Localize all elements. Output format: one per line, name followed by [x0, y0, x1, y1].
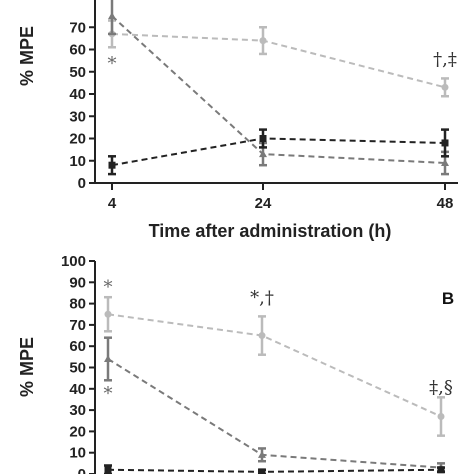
series-2: [108, 128, 449, 176]
x-tick-label: 4: [108, 195, 117, 212]
y-tick-label: 100: [61, 253, 86, 270]
y-tick-label: 10: [69, 445, 86, 462]
panel-a-y-ticks: 0 10 20 30 40 50 60 70: [69, 19, 95, 192]
panel-b-label: B: [442, 289, 454, 308]
data-point: [259, 150, 267, 158]
y-tick-label: 60: [69, 338, 86, 355]
y-tick-label: 80: [69, 296, 86, 313]
series-line: [111, 137, 446, 167]
annotation: ‡,§: [429, 377, 453, 398]
panel-b-y-ticks: 0 10 20 30 40 50 60 70 80 90 100: [61, 253, 95, 474]
x-tick-label: 48: [437, 195, 454, 212]
y-tick-label: 50: [69, 64, 86, 81]
data-point: [258, 468, 266, 474]
annotation: *,†: [250, 288, 274, 309]
data-point: [437, 466, 445, 474]
annotation: *: [104, 383, 113, 404]
data-point: [108, 161, 116, 169]
y-tick-label: 0: [78, 175, 86, 192]
annotation: †,‡: [433, 49, 457, 70]
y-tick-label: 10: [69, 153, 86, 170]
panel-a-series: [108, 0, 449, 176]
data-point: [441, 83, 449, 91]
panel-a-axes: [94, 0, 458, 184]
y-tick-label: 40: [69, 381, 86, 398]
series-line: [107, 313, 442, 418]
data-point: [441, 139, 449, 147]
series-line: [111, 32, 446, 89]
y-tick-label: 40: [69, 86, 86, 103]
data-point: [108, 12, 116, 20]
panel-b-series: [104, 295, 445, 474]
series-line: [107, 358, 442, 469]
series-1: [104, 336, 445, 474]
y-tick-label: 20: [69, 131, 86, 148]
annotation: *: [108, 54, 117, 75]
y-tick-label: 30: [69, 108, 86, 125]
y-tick-label: 70: [69, 19, 86, 36]
panel-a-xlabel: Time after administration (h): [149, 221, 392, 241]
data-point: [104, 310, 112, 318]
panel-b-annotations: * * *,† ‡,§: [104, 277, 453, 405]
panel-a-x-ticks: 4 24 48: [108, 183, 454, 212]
data-point: [259, 37, 267, 45]
panel-a: % MPE 0 10 20 30 40 50 60 70 4 24 48 * †,‡ Time af…: [17, 0, 458, 241]
data-point: [104, 466, 112, 474]
series-line: [107, 468, 442, 473]
x-tick-label: 24: [255, 195, 272, 212]
y-tick-label: 20: [69, 423, 86, 440]
y-tick-label: 70: [69, 317, 86, 334]
data-point: [259, 135, 267, 142]
y-tick-label: 50: [69, 360, 86, 377]
data-point: [441, 158, 449, 166]
y-tick-label: 0: [78, 466, 86, 474]
annotation: *: [104, 277, 113, 298]
series-1: [108, 0, 449, 176]
data-point: [258, 332, 266, 340]
y-tick-label: 60: [69, 42, 86, 59]
y-tick-label: 90: [69, 274, 86, 291]
data-point: [104, 354, 112, 362]
panel-b: % MPE B 0 10 20 30 40 50 60 70 80 90 100 * * *,† ‡,§: [17, 253, 454, 474]
y-tick-label: 30: [69, 402, 86, 419]
panel-a-ylabel: % MPE: [17, 26, 37, 86]
panel-b-ylabel: % MPE: [17, 337, 37, 397]
data-point: [258, 450, 266, 458]
data-point: [437, 412, 445, 420]
series-0: [104, 295, 445, 437]
panel-a-annotations: * †,‡: [108, 49, 457, 74]
series-2: [104, 464, 445, 474]
